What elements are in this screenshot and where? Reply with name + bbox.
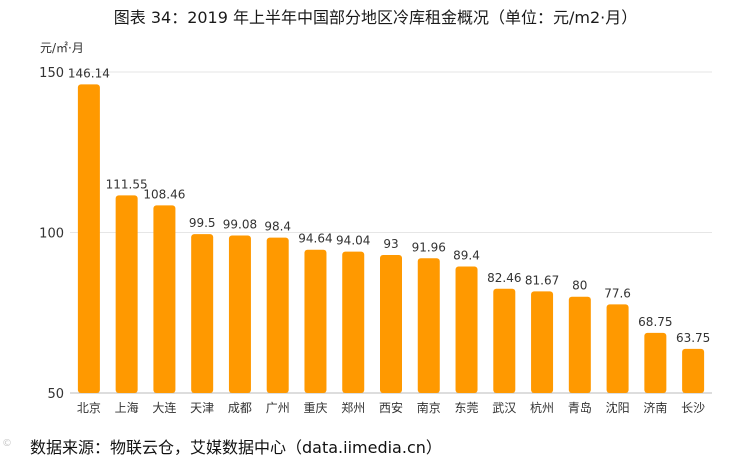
y-tick-label: 150 — [39, 66, 64, 81]
bar-13 — [531, 291, 554, 393]
x-tick-label: 重庆 — [303, 401, 327, 415]
value-label: 68.75 — [638, 315, 672, 329]
bar-16 — [644, 332, 667, 393]
bar-4 — [191, 234, 214, 393]
value-label: 98.4 — [264, 220, 291, 234]
value-label: 91.96 — [412, 240, 446, 254]
x-tick-label: 郑州 — [341, 400, 365, 415]
value-label: 146.14 — [68, 66, 110, 80]
chart-title: 图表 34：2019 年上半年中国部分地区冷库租金概况（单位：元/m2·月） — [113, 8, 638, 27]
value-label: 89.4 — [453, 249, 480, 263]
bar-1 — [77, 84, 100, 394]
bar-11 — [455, 266, 478, 393]
value-label: 94.04 — [336, 234, 370, 248]
value-label: 77.6 — [604, 286, 631, 300]
value-label: 82.46 — [487, 271, 521, 285]
bar-8 — [342, 251, 365, 393]
bar-5 — [228, 235, 251, 393]
x-tick-label: 武汉 — [492, 401, 516, 415]
bar-14 — [568, 296, 591, 393]
x-tick-label: 广州 — [266, 401, 290, 415]
x-tick-label: 北京 — [77, 401, 101, 415]
bar-17 — [682, 348, 705, 393]
value-label: 111.55 — [106, 177, 148, 191]
x-tick-label: 成都 — [228, 401, 252, 415]
x-tick-label: 青岛 — [568, 400, 592, 415]
bar-2 — [115, 195, 138, 393]
x-axis-labels: 北京 上海 大连 天津 成都 广州 重庆 郑州 西安 南京 东莞 武汉 杭州 青岛 沈阳 济南 长沙 — [77, 400, 705, 415]
bar-10 — [417, 258, 440, 393]
value-label: 63.75 — [676, 331, 710, 345]
x-tick-label: 南京 — [417, 400, 441, 415]
x-tick-label: 大连 — [152, 400, 176, 415]
value-label: 80 — [572, 279, 587, 293]
x-tick-label: 沈阳 — [606, 400, 630, 415]
x-tick-label: 长沙 — [681, 401, 705, 415]
value-label: 108.46 — [143, 187, 185, 201]
source-note: 数据来源：物联云仓，艾媒数据中心（data.iimedia.cn） — [30, 438, 442, 457]
x-tick-label: 天津 — [190, 401, 214, 415]
value-label: 93 — [383, 237, 398, 251]
value-label: 99.5 — [189, 216, 216, 230]
bar-7 — [304, 249, 327, 393]
bar-9 — [380, 254, 402, 393]
watermark-logo: © — [2, 438, 12, 449]
x-tick-label: 上海 — [115, 400, 139, 415]
value-label: 94.64 — [298, 232, 332, 246]
y-tick-label: 50 — [47, 387, 64, 402]
value-label: 81.67 — [525, 273, 559, 287]
x-tick-label: 东莞 — [455, 401, 479, 415]
bar-15 — [606, 304, 629, 393]
bar-12 — [493, 288, 516, 393]
x-tick-label: 西安 — [379, 400, 403, 415]
y-axis-label: 元/㎡·月 — [40, 41, 84, 55]
x-tick-label: 杭州 — [530, 400, 554, 415]
bar-6 — [266, 237, 289, 393]
bars — [77, 84, 705, 394]
y-tick-label: 100 — [39, 227, 64, 242]
value-label: 99.08 — [223, 217, 257, 231]
bar-3 — [153, 205, 176, 393]
x-tick-label: 济南 — [643, 400, 667, 415]
y-axis-ticks: 50 100 150 — [39, 66, 64, 402]
